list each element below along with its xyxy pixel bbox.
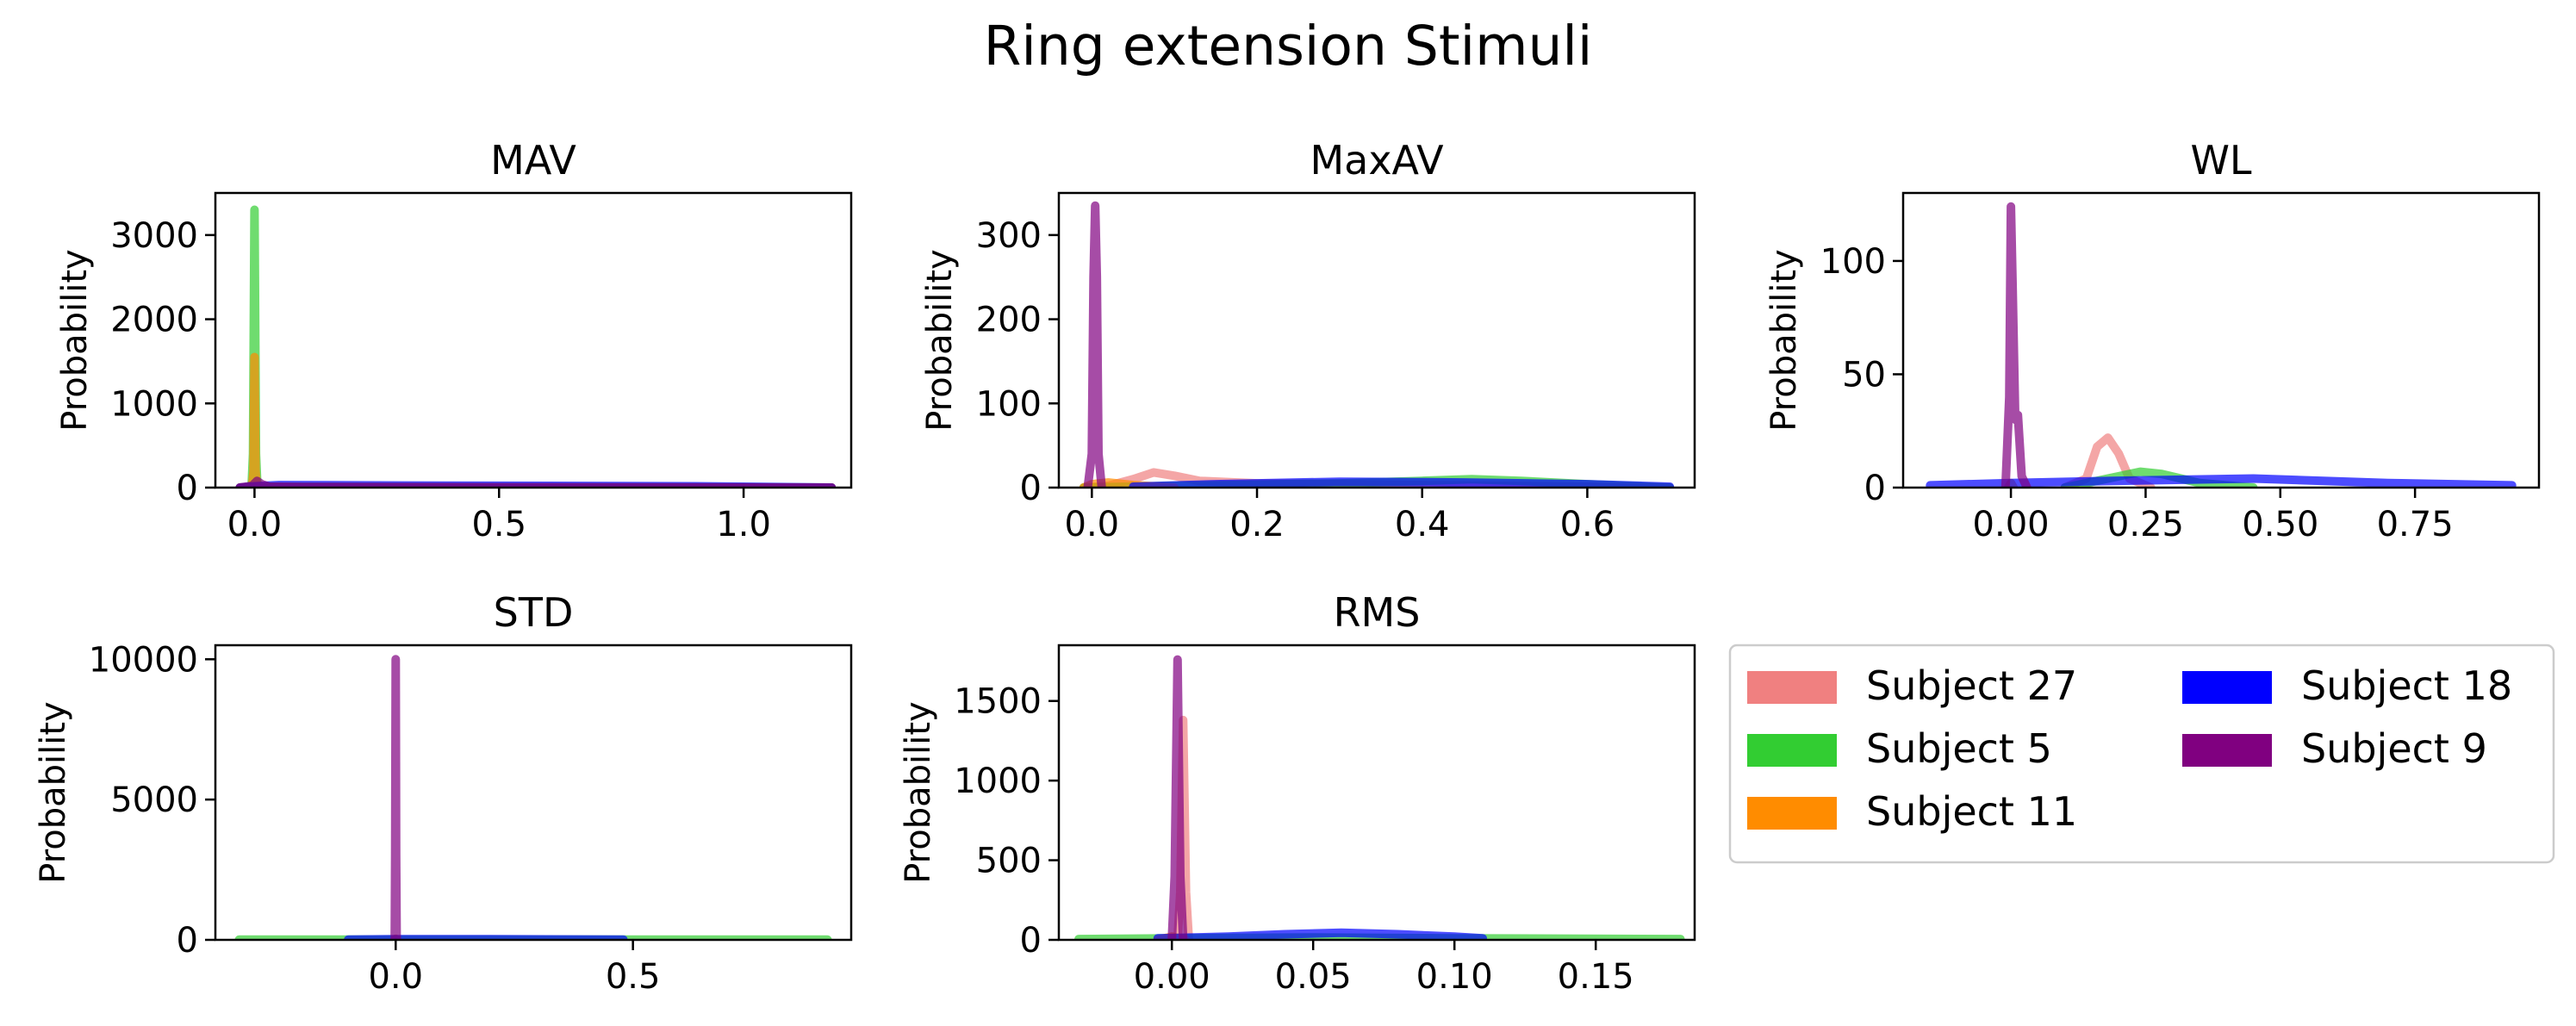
x-tick-label: 0.50: [2242, 505, 2318, 544]
series-line-subject-9: [1167, 655, 1188, 940]
y-tick-label: 10000: [89, 640, 198, 680]
x-tick-label: 1.0: [716, 505, 771, 544]
y-axis-label: Probability: [34, 701, 73, 883]
series-line-subject-9: [1083, 201, 1106, 488]
series-line-subject-18: [1129, 477, 1675, 488]
y-tick-label: 500: [976, 842, 1042, 881]
subplot-title: RMS: [1334, 589, 1421, 636]
y-tick-label: 300: [976, 216, 1042, 256]
y-axis-label: Probability: [920, 249, 960, 431]
series-line-subject-9: [390, 655, 401, 940]
x-tick-label: 0.5: [471, 505, 526, 544]
x-tick-label: 0.15: [1558, 957, 1634, 997]
y-axis-label: Probability: [55, 249, 95, 431]
subplot-title: MaxAV: [1310, 137, 1444, 183]
y-tick-label: 1500: [954, 682, 1042, 722]
legend-swatch: [2182, 671, 2272, 704]
y-tick-label: 2000: [110, 301, 198, 340]
subplot-std: 0.0 0.5 0 5000 10000 STD Probability: [34, 589, 853, 997]
legend-item: Subject 5: [1747, 725, 2052, 772]
axes-frame: [214, 191, 853, 489]
x-tick-label: 0.0: [368, 957, 423, 997]
axes-frame: [1057, 191, 1696, 489]
x-tick-label: 0.2: [1229, 505, 1285, 544]
subplot-rms: 0.00 0.05 0.10 0.15 0 500 1000 1500 RMS Probabili…: [899, 589, 1696, 997]
legend-item: Subject 11: [1747, 788, 2077, 835]
legend-frame: [1728, 644, 2555, 864]
legend-item: Subject 27: [1747, 662, 2077, 709]
x-tick-label: 0.0: [227, 505, 283, 544]
legend-label: Subject 11: [1866, 788, 2077, 835]
x-tick-label: 0.4: [1395, 505, 1450, 544]
x-tick-label: 0.0: [1065, 505, 1120, 544]
subplot-title: MAV: [490, 137, 576, 183]
y-axis-label: Probability: [899, 701, 938, 883]
series-group: [1079, 201, 1675, 488]
legend: Subject 27 Subject 5 Subject 11 Subject 18 S…: [1728, 644, 2555, 864]
y-tick-label: 0: [1020, 921, 1042, 961]
y-tick-label: 100: [976, 384, 1042, 424]
legend-swatch: [1747, 671, 1837, 704]
legend-swatch: [2182, 734, 2272, 767]
subplot-wl: 0.00 0.25 0.50 0.75 0 50 100 WL Probability: [1764, 137, 2541, 544]
y-tick-label: 1000: [954, 762, 1042, 801]
x-tick-label: 0.75: [2377, 505, 2454, 544]
x-tick-label: 0.25: [2107, 505, 2184, 544]
y-tick-label: 0: [1864, 469, 1886, 508]
legend-item: Subject 9: [2182, 725, 2487, 772]
y-tick-label: 1000: [110, 384, 198, 424]
series-line-subject-9: [2000, 202, 2032, 488]
legend-label: Subject 5: [1866, 725, 2052, 772]
axes-frame: [1901, 191, 2541, 489]
y-axis-label: Probability: [1764, 249, 1804, 431]
legend-swatch: [1747, 734, 1837, 767]
series-line-subject-18: [1153, 928, 1487, 940]
x-tick-label: 0.6: [1560, 505, 1615, 544]
axes-frame: [214, 644, 853, 942]
figure-title: Ring extension Stimuli: [984, 15, 1593, 78]
subplot-title: STD: [494, 589, 574, 636]
x-tick-label: 0.00: [1973, 505, 2050, 544]
legend-label: Subject 18: [2301, 662, 2512, 709]
x-tick-label: 0.00: [1134, 957, 1210, 997]
legend-label: Subject 27: [1866, 662, 2077, 709]
y-tick-label: 0: [177, 921, 198, 961]
x-tick-label: 0.10: [1416, 957, 1493, 997]
y-tick-label: 0: [177, 469, 198, 508]
x-tick-label: 0.5: [606, 957, 661, 997]
subplot-maxav: 0.0 0.2 0.4 0.6 0 100 200 300 MaxAV Probability: [920, 137, 1696, 544]
y-tick-label: 200: [976, 301, 1042, 340]
y-tick-label: 3000: [110, 216, 198, 256]
subplot-title: WL: [2190, 137, 2251, 183]
legend-swatch: [1747, 797, 1837, 830]
x-tick-label: 0.05: [1275, 957, 1352, 997]
y-tick-label: 5000: [110, 780, 198, 820]
series-line-subject-18: [1926, 474, 2517, 488]
y-tick-label: 0: [1020, 469, 1042, 508]
legend-item: Subject 18: [2182, 662, 2512, 709]
axes-frame: [1057, 644, 1696, 942]
legend-label: Subject 9: [2301, 725, 2487, 772]
y-tick-label: 100: [1820, 242, 1886, 282]
subplot-mav: 0.0 0.5 1.0 0 1000 2000 3000 MAV Probability: [55, 137, 853, 544]
y-tick-label: 50: [1842, 355, 1886, 395]
series-group: [1926, 202, 2517, 488]
